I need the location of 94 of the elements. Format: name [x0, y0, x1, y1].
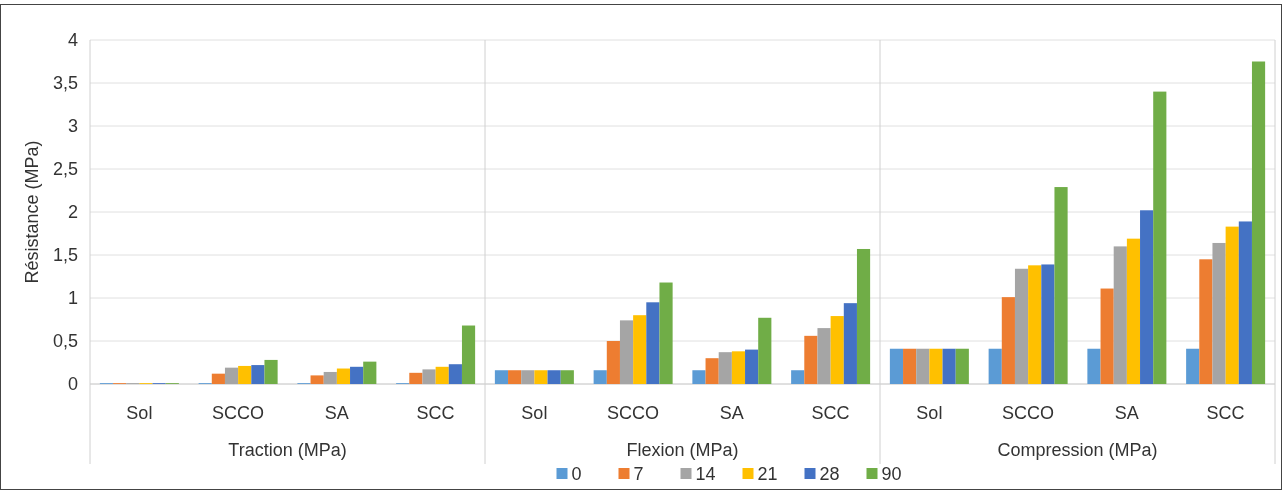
bar [659, 282, 673, 384]
legend-label: 90 [881, 464, 902, 484]
bar [804, 335, 818, 384]
bar [224, 367, 239, 384]
bar [560, 370, 574, 384]
bar [461, 325, 476, 384]
bar [1054, 187, 1068, 384]
x-tick-label: SCC [811, 403, 850, 423]
bar [955, 348, 969, 384]
bar [238, 365, 252, 384]
y-axis-title: Résistance (MPa) [22, 140, 42, 284]
bar [264, 359, 278, 384]
bar [791, 370, 805, 384]
bar [310, 375, 324, 384]
bar [633, 315, 647, 384]
y-tick-label: 3,5 [52, 73, 78, 94]
bar [1225, 226, 1239, 384]
text: Flexion (MPa) [626, 440, 739, 460]
x-tick-label: SA [1114, 403, 1139, 423]
bar [593, 370, 607, 384]
bar [718, 352, 732, 384]
bar [1126, 238, 1141, 384]
bar [1186, 348, 1200, 384]
bar [731, 351, 746, 384]
bar [350, 366, 364, 384]
y-tick-label: 2 [67, 202, 78, 223]
bar [1100, 288, 1114, 384]
legend-label: 0 [571, 464, 582, 484]
y-tick-label: 1,5 [52, 245, 78, 266]
x-tick-label: Sol [126, 403, 153, 423]
x-tick-label: Sol [521, 403, 548, 423]
bar [1251, 61, 1266, 384]
bar [856, 248, 871, 384]
bar [448, 364, 462, 384]
bar [758, 317, 772, 384]
bar [363, 361, 377, 384]
bar [1028, 265, 1042, 384]
y-tick-label: 3 [67, 116, 78, 137]
x-tick-label: SCCO [212, 403, 265, 423]
bar [988, 348, 1002, 384]
bar [1238, 221, 1252, 384]
bar [942, 348, 956, 384]
bar [830, 316, 844, 384]
bar [422, 369, 436, 384]
bar [547, 370, 561, 384]
bar [1041, 264, 1055, 384]
x-tick-label: Sol [916, 403, 943, 423]
bar [929, 348, 943, 384]
legend-label: 21 [757, 464, 778, 484]
x-tick-label: SA [324, 403, 349, 423]
y-tick-label: 4 [67, 30, 78, 51]
bar [534, 370, 548, 384]
bar [1001, 297, 1015, 384]
bar [1153, 91, 1167, 384]
bar [1199, 259, 1213, 384]
legend-label: 28 [819, 464, 840, 484]
bar [889, 348, 904, 384]
bar [435, 366, 449, 384]
bar [1212, 242, 1226, 384]
x-tick-label: SCCO [1002, 403, 1055, 423]
bar [1087, 348, 1101, 384]
bar [817, 328, 831, 384]
bar [409, 372, 423, 384]
x-tick-label: SCC [1206, 403, 1245, 423]
bar [916, 348, 930, 384]
y-tick-label: 1 [67, 288, 78, 309]
bar [646, 302, 660, 384]
bar [494, 370, 509, 384]
bar [323, 371, 337, 384]
bar [745, 349, 759, 384]
bar [521, 370, 535, 384]
bar [251, 365, 265, 384]
x-tick-label: SCCO [607, 403, 660, 423]
legend-label: 14 [695, 464, 716, 484]
bar [692, 370, 706, 384]
y-tick-label: 2,5 [52, 159, 78, 180]
bar [606, 341, 620, 384]
bar [903, 348, 917, 384]
text: Traction (MPa) [228, 440, 347, 460]
bar [1014, 268, 1029, 384]
y-tick-label: 0,5 [52, 331, 78, 352]
bar [211, 373, 225, 384]
x-tick-label: SA [719, 403, 744, 423]
bar [1140, 210, 1154, 384]
bar [619, 320, 634, 384]
bar [336, 368, 351, 384]
x-tick-label: SCC [416, 403, 455, 423]
bar [508, 370, 522, 384]
bar [843, 303, 857, 384]
legend-label: 7 [633, 464, 644, 484]
y-tick-label: 0 [67, 374, 78, 395]
bar [705, 358, 719, 384]
bar [1113, 246, 1127, 384]
text: Compression (MPa) [997, 440, 1158, 460]
